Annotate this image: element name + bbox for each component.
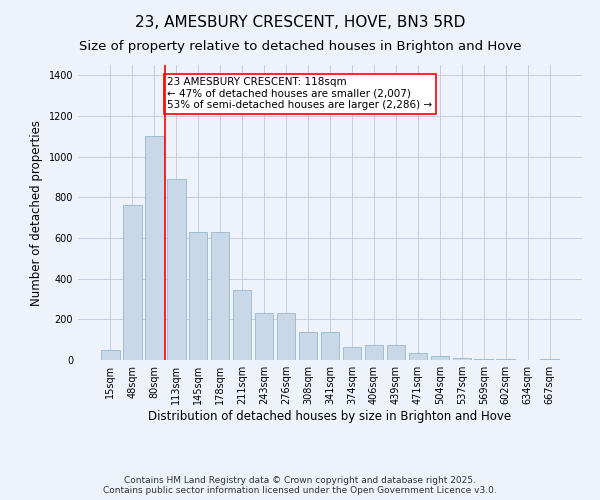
Bar bbox=[277, 313, 295, 360]
Bar bbox=[145, 136, 164, 360]
Bar bbox=[101, 350, 119, 360]
Bar bbox=[189, 232, 208, 360]
Bar bbox=[233, 290, 251, 360]
Bar bbox=[541, 359, 559, 360]
Bar bbox=[431, 356, 449, 360]
X-axis label: Distribution of detached houses by size in Brighton and Hove: Distribution of detached houses by size … bbox=[148, 410, 512, 423]
Bar bbox=[365, 344, 383, 360]
Bar bbox=[320, 332, 340, 360]
Bar bbox=[386, 344, 405, 360]
Bar bbox=[167, 179, 185, 360]
Bar bbox=[255, 313, 274, 360]
Text: 23, AMESBURY CRESCENT, HOVE, BN3 5RD: 23, AMESBURY CRESCENT, HOVE, BN3 5RD bbox=[135, 15, 465, 30]
Text: Contains HM Land Registry data © Crown copyright and database right 2025.
Contai: Contains HM Land Registry data © Crown c… bbox=[103, 476, 497, 495]
Y-axis label: Number of detached properties: Number of detached properties bbox=[30, 120, 43, 306]
Text: 23 AMESBURY CRESCENT: 118sqm
← 47% of detached houses are smaller (2,007)
53% of: 23 AMESBURY CRESCENT: 118sqm ← 47% of de… bbox=[167, 77, 433, 110]
Text: Size of property relative to detached houses in Brighton and Hove: Size of property relative to detached ho… bbox=[79, 40, 521, 53]
Bar bbox=[496, 359, 515, 360]
Bar bbox=[299, 332, 317, 360]
Bar bbox=[409, 353, 427, 360]
Bar bbox=[452, 358, 471, 360]
Bar bbox=[475, 359, 493, 360]
Bar bbox=[343, 347, 361, 360]
Bar bbox=[123, 206, 142, 360]
Bar bbox=[211, 232, 229, 360]
